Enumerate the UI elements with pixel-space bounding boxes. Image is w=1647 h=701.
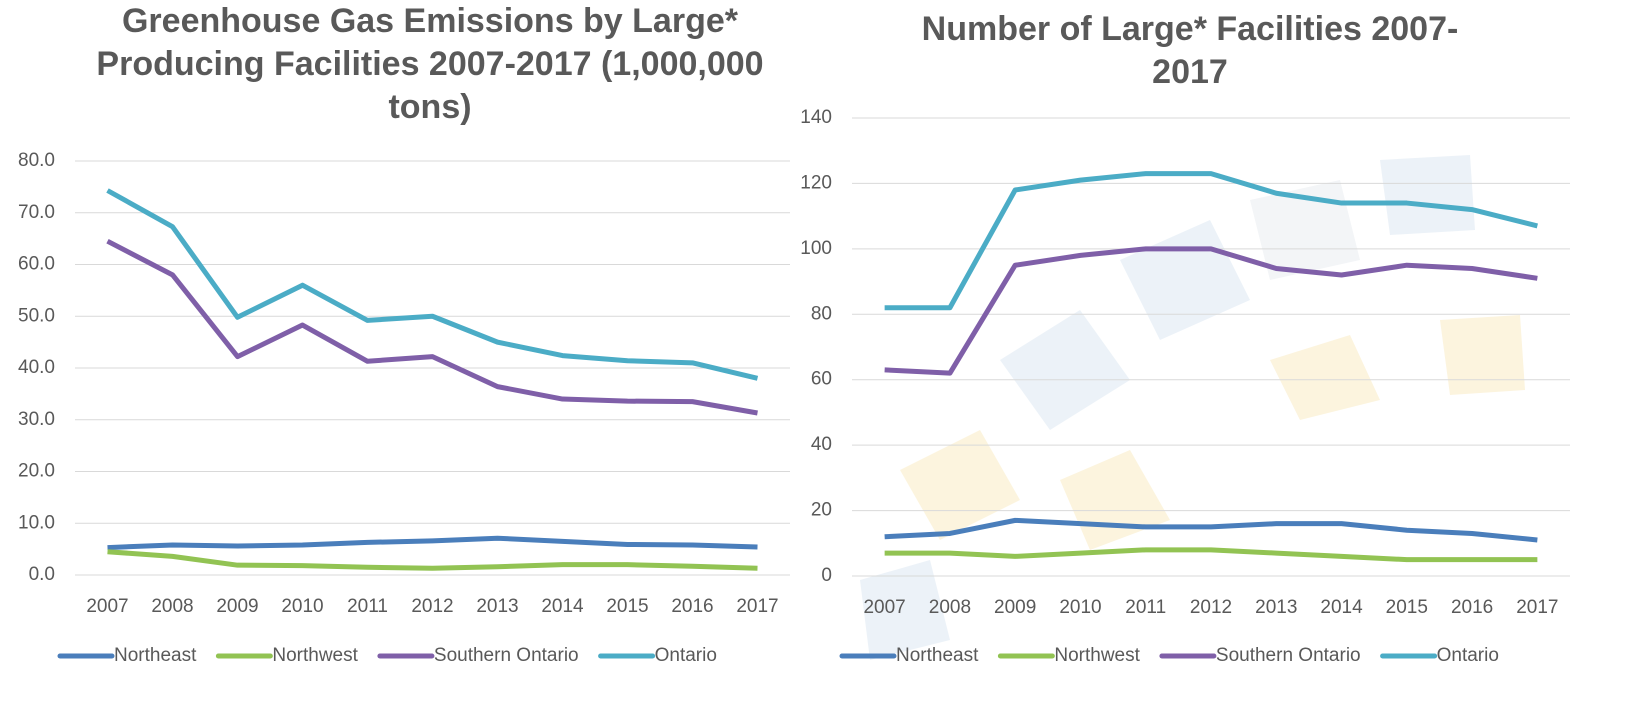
legend-label: Northeast (896, 645, 979, 666)
x-tick-label: 2016 (1451, 597, 1493, 618)
x-tick-label: 2013 (476, 596, 518, 617)
y-tick-label: 50.0 (18, 305, 55, 326)
x-tick-label: 2015 (1386, 597, 1428, 618)
page: {"chart_data": [ {"type": "line", "title… (0, 0, 1647, 701)
y-tick-label: 100 (800, 238, 832, 259)
y-tick-label: 70.0 (18, 202, 55, 223)
data-line (885, 550, 1538, 560)
chart-title: Greenhouse Gas Emissions by Large* Produ… (80, 0, 780, 129)
x-tick-label: 2017 (736, 596, 778, 617)
x-tick-label: 2012 (1190, 597, 1232, 618)
y-tick-label: 20.0 (18, 461, 55, 482)
x-tick-label: 2014 (541, 596, 584, 617)
x-tick-label: 2009 (994, 597, 1036, 618)
chart-title: Number of Large* Facilities 2007-2017 (890, 8, 1490, 94)
x-tick-label: 2015 (606, 596, 648, 617)
x-tick-label: 2010 (1059, 597, 1101, 618)
y-tick-label: 120 (800, 172, 832, 193)
x-tick-label: 2014 (1320, 597, 1363, 618)
decor-tile (1380, 155, 1475, 235)
data-line (108, 552, 758, 569)
y-tick-label: 0.0 (29, 564, 55, 585)
y-tick-label: 60.0 (18, 254, 55, 275)
y-tick-label: 80 (811, 303, 832, 324)
x-tick-label: 2012 (411, 596, 453, 617)
data-line (108, 241, 758, 413)
y-tick-label: 30.0 (18, 409, 55, 430)
x-tick-label: 2011 (1125, 597, 1166, 618)
x-tick-label: 2009 (216, 596, 258, 617)
legend-label: Southern Ontario (434, 645, 579, 666)
data-line (885, 520, 1538, 540)
legend-label: Northwest (1054, 645, 1140, 666)
y-tick-label: 20 (811, 500, 832, 521)
data-line (108, 538, 758, 547)
decor-tile (1270, 335, 1380, 420)
x-tick-label: 2011 (347, 596, 388, 617)
legend-label: Ontario (655, 645, 717, 666)
x-tick-label: 2016 (671, 596, 713, 617)
y-tick-label: 40.0 (18, 357, 55, 378)
x-tick-label: 2017 (1516, 597, 1558, 618)
x-tick-label: 2008 (929, 597, 971, 618)
legend-label: Southern Ontario (1216, 645, 1361, 666)
decor-tile (1000, 310, 1130, 430)
background-decoration (860, 155, 1525, 660)
y-tick-label: 140 (800, 107, 832, 128)
y-tick-label: 0 (821, 565, 832, 586)
x-tick-label: 2007 (863, 597, 905, 618)
x-tick-label: 2010 (281, 596, 323, 617)
x-tick-label: 2007 (86, 596, 128, 617)
legend-label: Ontario (1437, 645, 1499, 666)
decor-tile (1120, 220, 1250, 340)
decor-tile (1440, 315, 1525, 395)
y-tick-label: 10.0 (18, 512, 55, 533)
y-tick-label: 80.0 (18, 150, 55, 171)
y-tick-label: 60 (811, 369, 832, 390)
data-line (108, 190, 758, 378)
x-tick-label: 2013 (1255, 597, 1297, 618)
decor-tile (1060, 450, 1170, 550)
legend-label: Northwest (272, 645, 358, 666)
legend-label: Northeast (114, 645, 197, 666)
y-tick-label: 40 (811, 434, 832, 455)
x-tick-label: 2008 (151, 596, 193, 617)
